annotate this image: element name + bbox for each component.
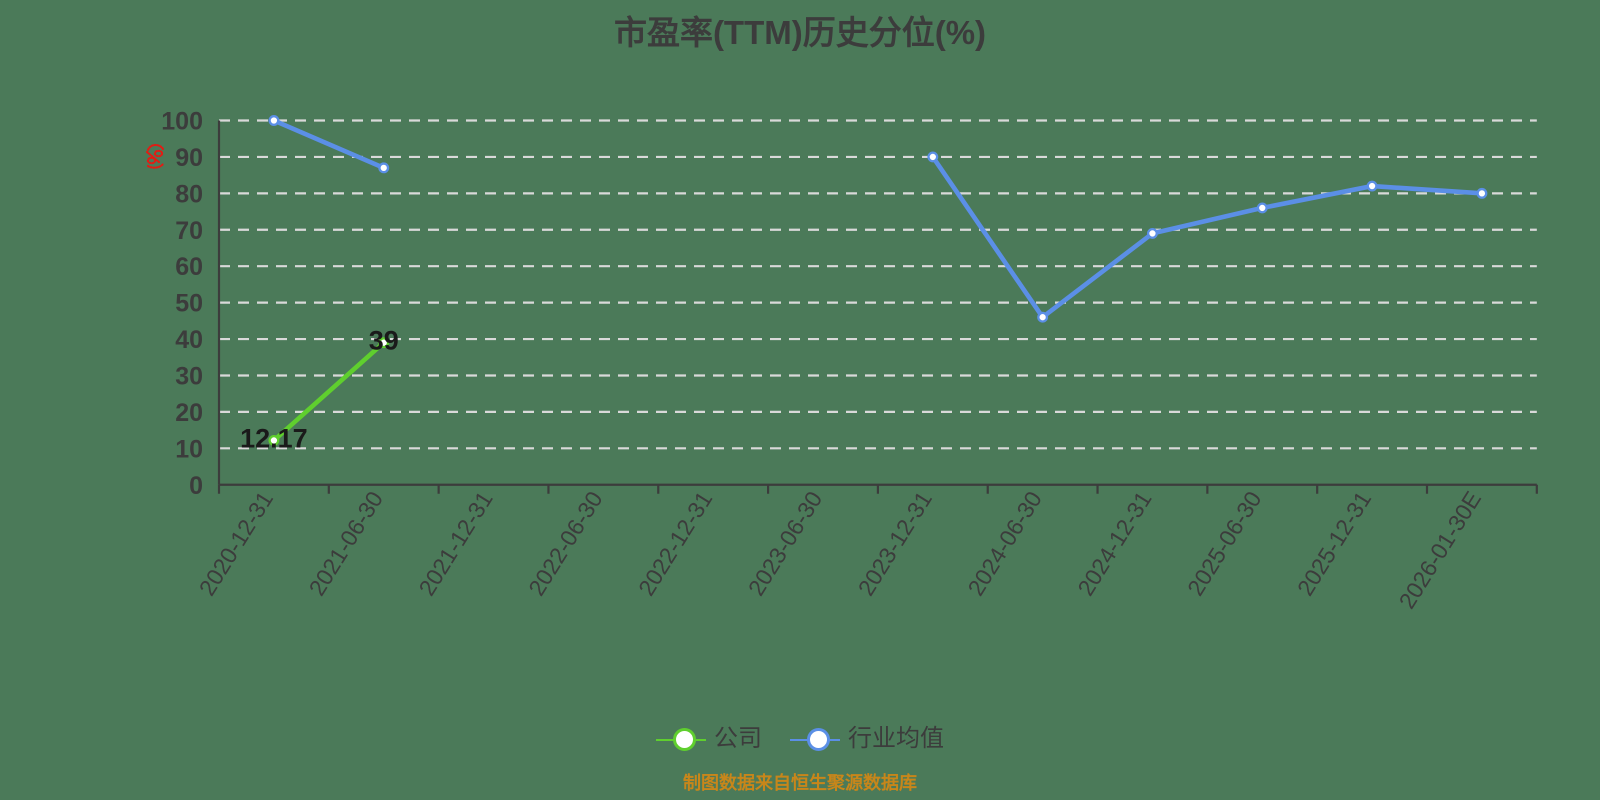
svg-text:12.17: 12.17 [240, 423, 308, 453]
svg-text:50: 50 [175, 290, 203, 318]
svg-text:80: 80 [175, 180, 203, 208]
svg-text:0: 0 [189, 472, 203, 500]
svg-text:2024-06-30: 2024-06-30 [962, 487, 1046, 601]
svg-text:2023-06-30: 2023-06-30 [743, 487, 827, 601]
svg-text:2025-06-30: 2025-06-30 [1182, 487, 1266, 601]
svg-text:39: 39 [369, 326, 399, 356]
svg-text:2021-12-31: 2021-12-31 [413, 487, 497, 601]
svg-text:2024-12-31: 2024-12-31 [1072, 487, 1156, 601]
svg-text:2020-12-31: 2020-12-31 [194, 487, 278, 601]
svg-text:70: 70 [175, 217, 203, 245]
svg-text:2021-06-30: 2021-06-30 [304, 487, 388, 601]
svg-text:60: 60 [175, 253, 203, 281]
svg-text:100: 100 [161, 108, 203, 136]
svg-text:2023-12-31: 2023-12-31 [853, 487, 937, 601]
svg-text:2026-01-30E: 2026-01-30E [1394, 487, 1487, 614]
svg-text:20: 20 [175, 399, 203, 427]
svg-text:2022-12-31: 2022-12-31 [633, 487, 717, 601]
svg-text:30: 30 [175, 362, 203, 390]
svg-text:90: 90 [175, 144, 203, 172]
svg-text:40: 40 [175, 326, 203, 354]
svg-text:2022-06-30: 2022-06-30 [523, 487, 607, 601]
svg-text:2025-12-31: 2025-12-31 [1292, 487, 1376, 601]
svg-text:10: 10 [175, 435, 203, 463]
